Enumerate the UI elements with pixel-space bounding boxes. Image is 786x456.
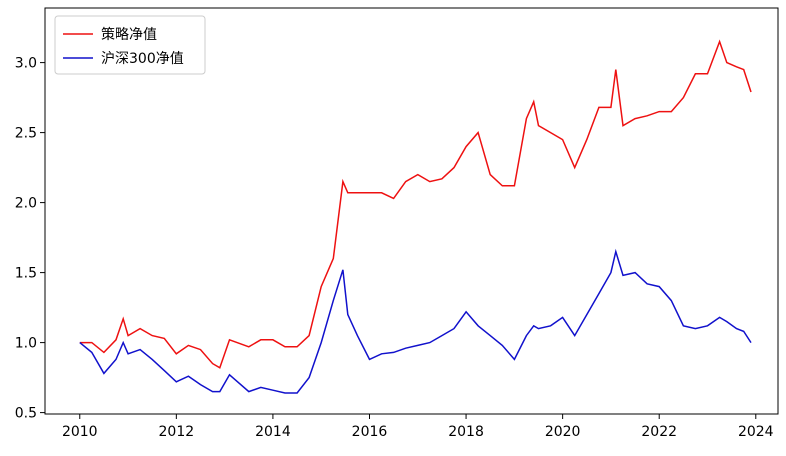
legend-box	[54, 15, 206, 75]
y-tick-label: 1.0	[15, 336, 37, 352]
y-tick-label: 1.5	[15, 266, 37, 282]
x-tick-label: 2022	[641, 424, 677, 440]
y-tick-label: 2.5	[15, 126, 37, 142]
legend-label: 策略净值	[101, 26, 157, 43]
y-tick-label: 3.0	[15, 56, 37, 72]
x-tick-label: 2016	[352, 424, 388, 440]
series-line	[79, 248, 752, 394]
x-tick-label: 2018	[448, 424, 484, 440]
x-tick-label: 2012	[159, 424, 195, 440]
series-line	[79, 39, 752, 369]
legend-label: 沪深300净值	[101, 51, 184, 67]
x-tick-label: 2020	[545, 424, 581, 440]
x-tick-label: 2010	[62, 424, 98, 440]
y-tick-label: 0.5	[15, 406, 37, 422]
x-tick-label: 2024	[738, 424, 774, 440]
x-tick-label: 2014	[255, 424, 291, 440]
y-tick-label: 2.0	[15, 196, 37, 212]
plot-frame	[44, 7, 779, 415]
